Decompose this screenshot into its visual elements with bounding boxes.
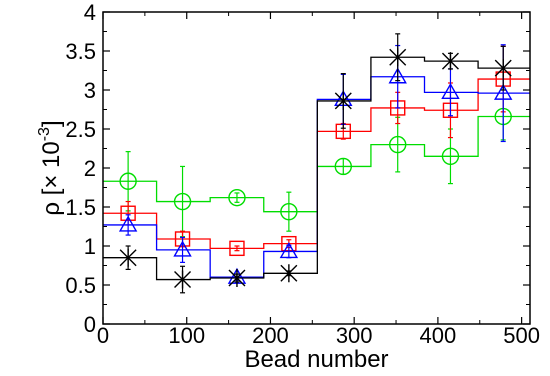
y-axis-label-close: ] xyxy=(38,120,65,127)
y-tick-label: 3.5 xyxy=(65,39,96,64)
x-tick-label: 100 xyxy=(168,323,205,348)
data-point-square xyxy=(229,240,245,257)
data-point-triangle xyxy=(279,242,299,259)
x-tick-label: 500 xyxy=(503,323,540,348)
data-point-x-star xyxy=(280,264,298,283)
data-point-x-star xyxy=(389,48,407,67)
y-tick-label: 0 xyxy=(84,312,96,337)
data-point-x-star xyxy=(441,52,459,71)
data-point-triangle xyxy=(494,83,513,100)
x-tick-label: 0 xyxy=(97,323,109,348)
step-line xyxy=(103,76,530,278)
data-point-circle xyxy=(389,135,407,154)
y-tick-label: 0.5 xyxy=(65,273,96,298)
y-axis-label: ρ [× 10-3] xyxy=(36,120,65,215)
series-circle xyxy=(103,92,530,238)
data-point-triangle xyxy=(388,67,407,84)
data-point-x-star xyxy=(494,59,512,78)
step-line xyxy=(103,78,530,249)
series-x-star xyxy=(103,33,530,294)
step-line xyxy=(103,56,530,281)
data-point-circle xyxy=(119,172,137,190)
plot-frame xyxy=(102,11,531,325)
y-tick-label: 1 xyxy=(84,234,96,259)
data-point-circle xyxy=(228,188,246,207)
x-tick-label: 400 xyxy=(420,323,457,348)
y-tick-label: 2 xyxy=(84,156,96,181)
data-point-triangle xyxy=(441,82,460,100)
data-point-triangle xyxy=(118,215,138,232)
data-point-x-star xyxy=(334,91,352,110)
data-point-x-star xyxy=(119,248,137,267)
data-point-circle xyxy=(173,192,192,211)
y-tick-label: 4 xyxy=(84,0,96,25)
data-point-circle xyxy=(441,147,460,166)
step-line xyxy=(103,115,530,213)
y-axis-label-base: ρ [× 10 xyxy=(38,141,65,215)
series-square xyxy=(103,45,530,257)
x-tick-label: 200 xyxy=(252,323,289,348)
data-point-x-star xyxy=(228,268,246,287)
plot-area xyxy=(103,33,530,294)
data-point-circle xyxy=(334,157,352,176)
x-tick-label: 300 xyxy=(336,323,373,348)
data-point-x-star xyxy=(174,270,192,289)
series-triangle xyxy=(103,44,530,284)
data-point-circle xyxy=(280,202,298,221)
data-point-triangle xyxy=(173,240,192,257)
y-axis-label-exponent: -3 xyxy=(36,127,53,141)
y-tick-label: 2.5 xyxy=(65,117,96,142)
x-axis-label: Bead number xyxy=(244,346,388,373)
y-tick-label: 3 xyxy=(84,78,96,103)
y-tick-label: 1.5 xyxy=(65,195,96,220)
